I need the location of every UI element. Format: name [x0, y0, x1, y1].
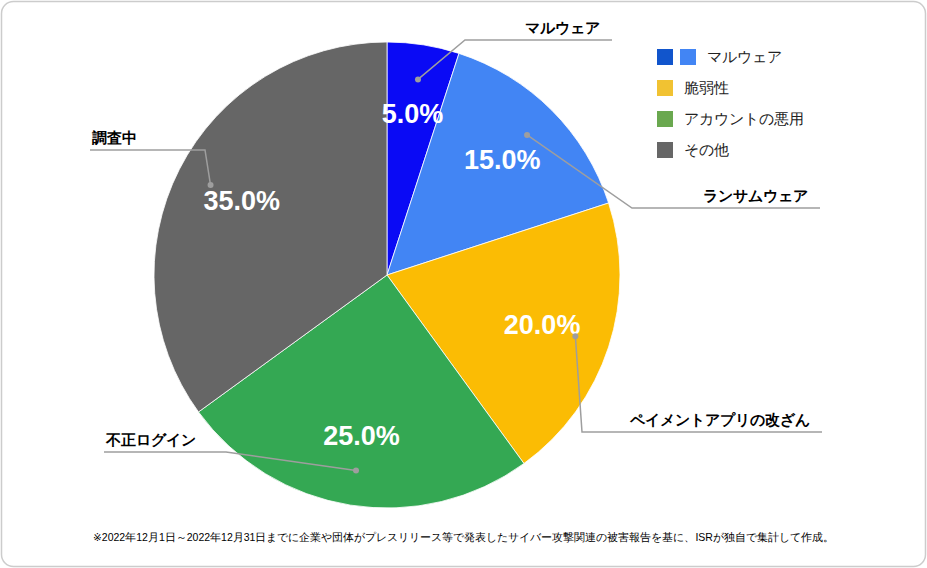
leader-line — [575, 336, 822, 432]
leader-line — [104, 452, 356, 471]
category-label: 調査中 — [92, 129, 137, 146]
page: {"chart_data": {"type": "pie", "categori… — [0, 0, 927, 568]
leader-dot — [353, 468, 359, 474]
legend: マルウェア脆弱性アカウントの悪用その他 — [657, 49, 804, 158]
category-label: 不正ログイン — [105, 431, 196, 448]
legend-swatch — [657, 80, 673, 96]
category-label: ペイメントアプリの改ざん — [629, 411, 810, 428]
footnote: ※2022年12月1日～2022年12月31日までに企業や団体がプレスリリース等… — [93, 531, 834, 543]
legend-swatch — [657, 111, 673, 127]
category-label: マルウェア — [525, 19, 600, 36]
leader-line — [90, 150, 211, 185]
leader-dot — [524, 132, 530, 138]
data-label: 35.0% — [203, 186, 280, 216]
legend-swatch — [680, 49, 696, 65]
legend-label: アカウントの悪用 — [684, 111, 804, 127]
legend-label: 脆弱性 — [684, 80, 729, 96]
labels: 5.0% マルウェア 15.0% ランサムウェア 20.0% ペイメントアプリの改ざん 25… — [90, 19, 822, 474]
legend-label: マルウェア — [707, 49, 782, 65]
legend-swatch — [657, 49, 673, 65]
chart: 5.0% マルウェア 15.0% ランサムウェア 20.0% ペイメントアプリの改ざん 25… — [0, 0, 927, 568]
data-label: 20.0% — [504, 310, 581, 340]
frame — [2, 2, 926, 567]
data-label: 25.0% — [323, 421, 400, 451]
legend-label: その他 — [684, 142, 729, 158]
data-label: 15.0% — [464, 145, 541, 175]
leader-line — [527, 135, 820, 208]
category-label: ランサムウェア — [703, 187, 808, 204]
leader-dot — [572, 333, 578, 339]
slice — [154, 42, 387, 412]
slices — [154, 42, 620, 508]
leader-dot — [208, 182, 214, 188]
legend-swatch — [657, 142, 673, 158]
data-label: 5.0% — [382, 99, 444, 129]
leader-dot — [415, 76, 421, 82]
leader-line — [418, 40, 612, 79]
